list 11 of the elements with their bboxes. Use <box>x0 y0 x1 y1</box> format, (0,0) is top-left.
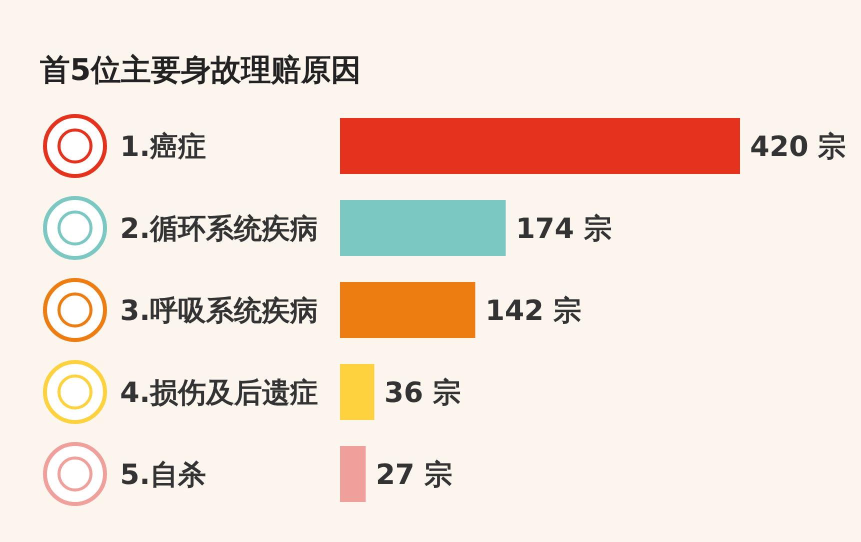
category-label: 4.损伤及后遗症 <box>120 376 318 409</box>
value-label: 420 宗 <box>750 130 846 163</box>
category-label: 2.循环系统疾病 <box>120 212 318 245</box>
category-label: 5.自杀 <box>120 458 206 491</box>
category-label: 3.呼吸系统疾病 <box>120 294 318 327</box>
value-label: 27 宗 <box>376 458 452 491</box>
value-label: 174 宗 <box>516 212 612 245</box>
value-label: 36 宗 <box>384 376 461 409</box>
category-label: 1.癌症 <box>120 130 206 163</box>
value-label: 142 宗 <box>485 294 582 327</box>
title: 首5位主要身故理赔原因 <box>40 53 361 88</box>
